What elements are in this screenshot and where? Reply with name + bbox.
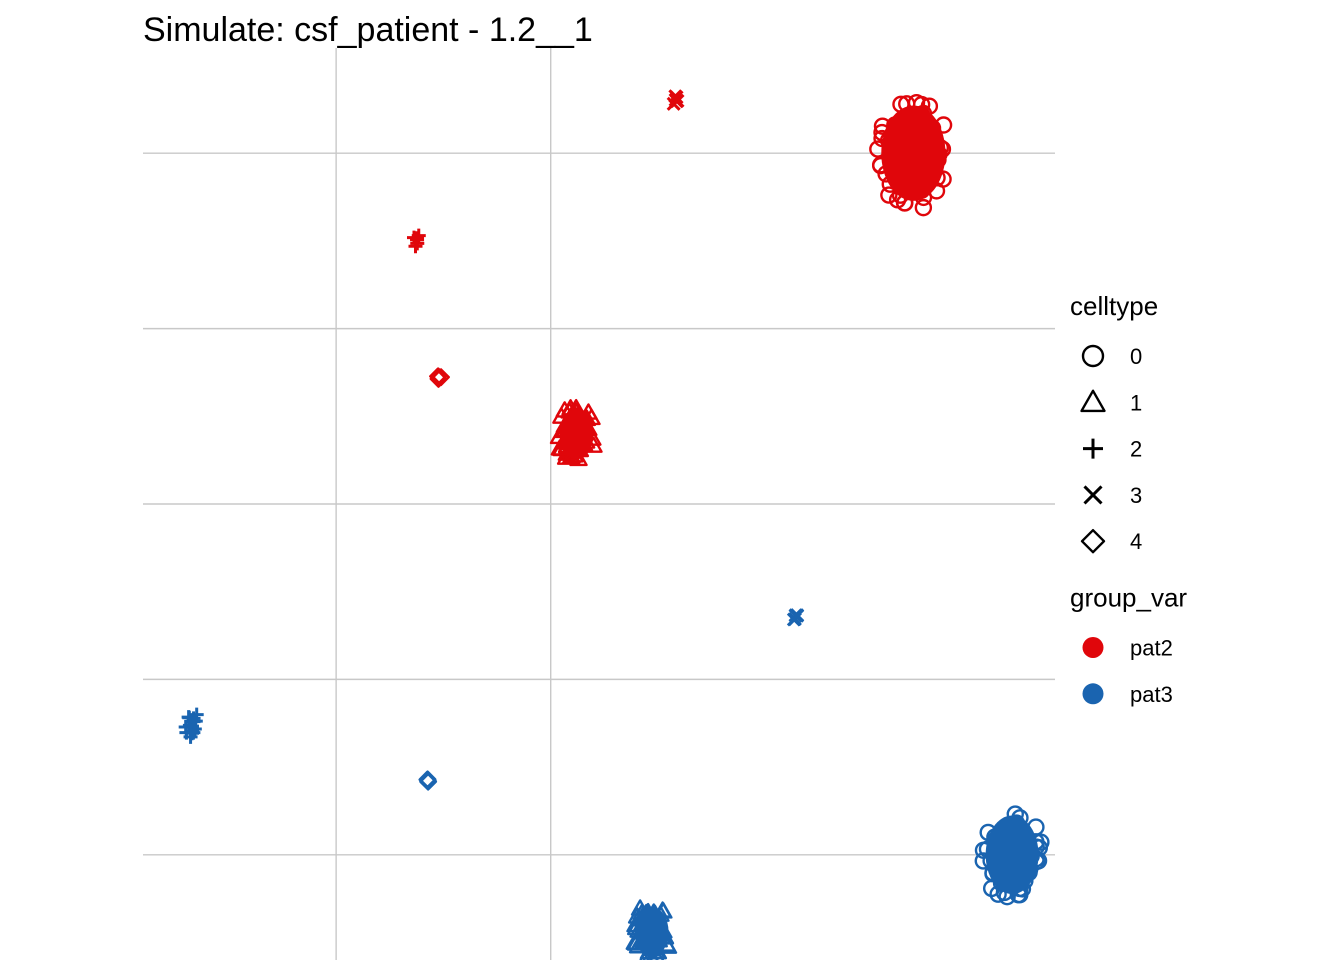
data-point	[429, 370, 448, 388]
legend-label: pat3	[1130, 682, 1173, 707]
legend-title-celltype: celltype	[1070, 291, 1158, 321]
data-point	[429, 367, 448, 386]
legend-entry-4: 4	[1080, 529, 1142, 554]
legend-key-plus	[1083, 438, 1103, 459]
legend-label: 2	[1130, 437, 1142, 462]
cluster-core	[881, 105, 946, 201]
legend-entry-2: 2	[1083, 437, 1142, 462]
cluster-pat2-celltype-0	[869, 93, 953, 217]
data-point	[179, 725, 194, 740]
legend-entry-0: 0	[1081, 344, 1142, 369]
data-point	[418, 770, 437, 789]
cluster-pat3-celltype-2	[178, 707, 204, 744]
cluster-pat3-celltype-4	[418, 770, 438, 791]
legend-key-circle	[1081, 344, 1105, 368]
data-point	[788, 608, 803, 623]
cluster-pat2-celltype-1	[549, 398, 603, 467]
legend-key-triangle	[1080, 389, 1106, 413]
cluster-core	[559, 408, 594, 460]
legend-entry-1: 1	[1080, 389, 1142, 415]
legend-entry-3: 3	[1083, 483, 1142, 508]
legend-title-group_var: group_var	[1070, 583, 1187, 613]
legend-label: 0	[1130, 344, 1142, 369]
cluster-core	[634, 906, 669, 958]
legend-label: 1	[1130, 390, 1142, 415]
legend-key-color	[1082, 683, 1104, 705]
legend-entry-pat3: pat3	[1082, 682, 1173, 707]
data-points	[178, 89, 1050, 960]
legend-entry-pat2: pat2	[1082, 636, 1173, 661]
legend: celltype 0 1 2 3 4 group_var pat2 pat3	[1070, 291, 1187, 707]
data-point	[410, 231, 425, 246]
grid-lines	[143, 48, 1055, 960]
cluster-pat3-celltype-1	[625, 899, 678, 960]
cluster-core	[985, 815, 1039, 895]
data-point	[666, 96, 681, 111]
cluster-pat3-celltype-3	[786, 608, 805, 627]
cluster-pat2-celltype-4	[429, 367, 450, 388]
data-point	[639, 950, 653, 960]
data-point	[408, 239, 423, 254]
chart-title: Simulate: csf_patient - 1.2__1	[143, 11, 593, 49]
legend-label: 4	[1130, 529, 1142, 554]
legend-key-color	[1082, 637, 1104, 658]
legend-key-diamond	[1080, 529, 1106, 554]
cluster-pat2-celltype-3	[666, 89, 685, 111]
data-point	[880, 186, 898, 204]
legend-label: 3	[1130, 483, 1142, 508]
legend-label: pat2	[1130, 636, 1173, 661]
cluster-pat2-celltype-2	[406, 228, 426, 254]
legend-key-cross	[1083, 485, 1103, 505]
data-point	[182, 718, 197, 733]
cluster-pat3-celltype-0	[974, 805, 1050, 906]
data-point	[914, 198, 933, 217]
